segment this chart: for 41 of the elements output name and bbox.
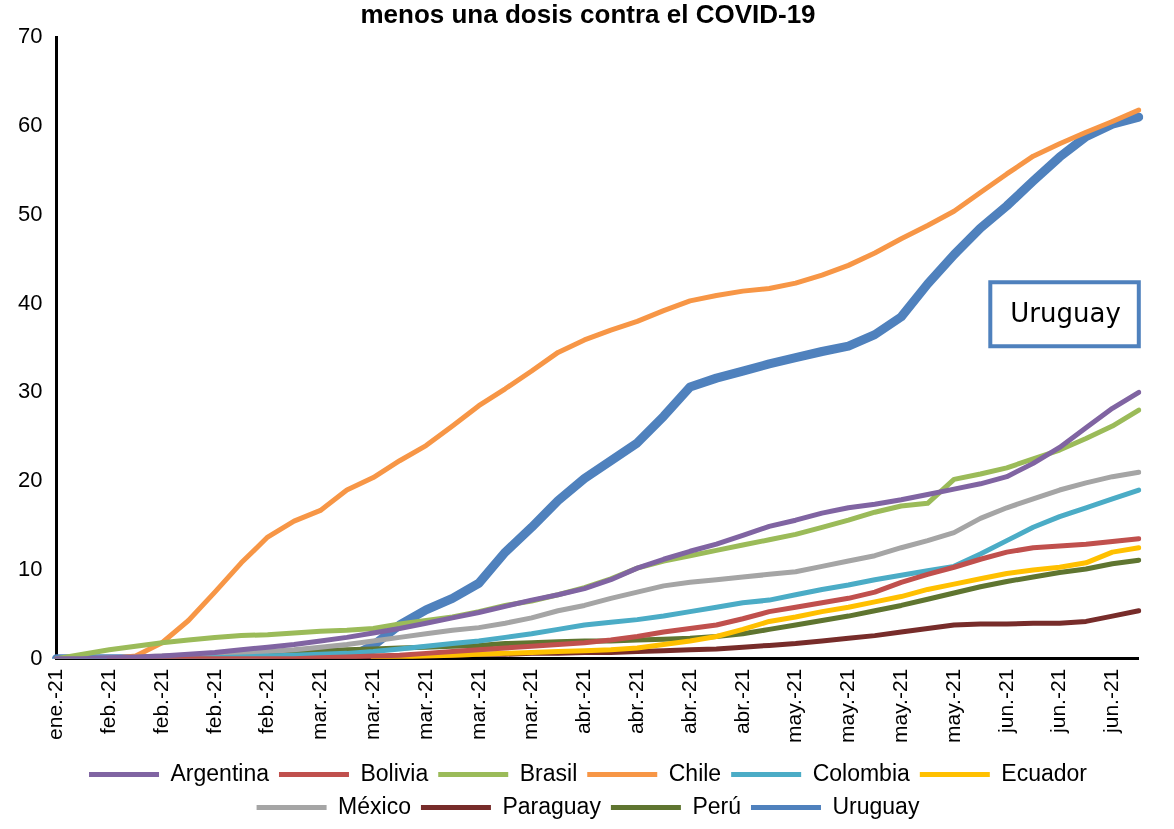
y-tick-label: 10 bbox=[17, 555, 43, 581]
legend-label: Bolivia bbox=[360, 759, 429, 786]
x-tick-label: feb.-21 bbox=[148, 668, 172, 735]
x-tick-label: jun.-21 bbox=[1099, 668, 1123, 734]
legend-label: Argentina bbox=[170, 759, 270, 786]
x-tick-label: mar.-21 bbox=[465, 668, 489, 740]
x-tick-label: mar.-21 bbox=[412, 668, 436, 740]
y-tick-label: 30 bbox=[17, 378, 43, 404]
y-tick-label: 40 bbox=[17, 289, 43, 315]
x-tick-label: abr.-21 bbox=[676, 668, 700, 735]
x-tick-label: ene.-21 bbox=[43, 668, 67, 740]
x-tick-label: may.-21 bbox=[782, 668, 806, 744]
x-tick-label: feb.-21 bbox=[96, 668, 120, 735]
y-tick-label: 0 bbox=[30, 644, 43, 670]
y-tick-label: 50 bbox=[17, 200, 43, 226]
legend-label: Chile bbox=[668, 759, 722, 786]
legend-label: Colombia bbox=[812, 759, 911, 786]
x-tick-label: mar.-21 bbox=[360, 668, 384, 740]
legend-label: Brasil bbox=[519, 759, 578, 786]
x-tick-label: abr.-21 bbox=[624, 668, 648, 735]
x-tick-label: jun.-21 bbox=[993, 668, 1017, 734]
annotation: Uruguay bbox=[1010, 297, 1121, 328]
x-tick-label: abr.-21 bbox=[729, 668, 753, 735]
x-tick-label: jun.-21 bbox=[1046, 668, 1070, 734]
legend-label: Perú bbox=[692, 792, 741, 819]
y-tick-label: 20 bbox=[17, 467, 43, 493]
x-tick-label: feb.-21 bbox=[254, 668, 278, 735]
x-tick-label: may.-21 bbox=[940, 668, 964, 744]
legend-label: Paraguay bbox=[502, 792, 602, 819]
x-tick-label: mar.-21 bbox=[518, 668, 542, 740]
y-tick-label: 70 bbox=[17, 23, 43, 49]
x-tick-label: abr.-21 bbox=[571, 668, 595, 735]
chart-title: menos una dosis contra el COVID-19 bbox=[360, 0, 816, 29]
x-tick-label: mar.-21 bbox=[307, 668, 331, 740]
legend-label: Uruguay bbox=[832, 792, 920, 819]
legend-label: Ecuador bbox=[1001, 759, 1088, 786]
x-tick-label: may.-21 bbox=[835, 668, 859, 744]
x-tick-label: feb.-21 bbox=[201, 668, 225, 735]
x-tick-label: may.-21 bbox=[888, 668, 912, 744]
legend-label: México bbox=[338, 792, 411, 819]
y-tick-label: 60 bbox=[17, 112, 43, 138]
